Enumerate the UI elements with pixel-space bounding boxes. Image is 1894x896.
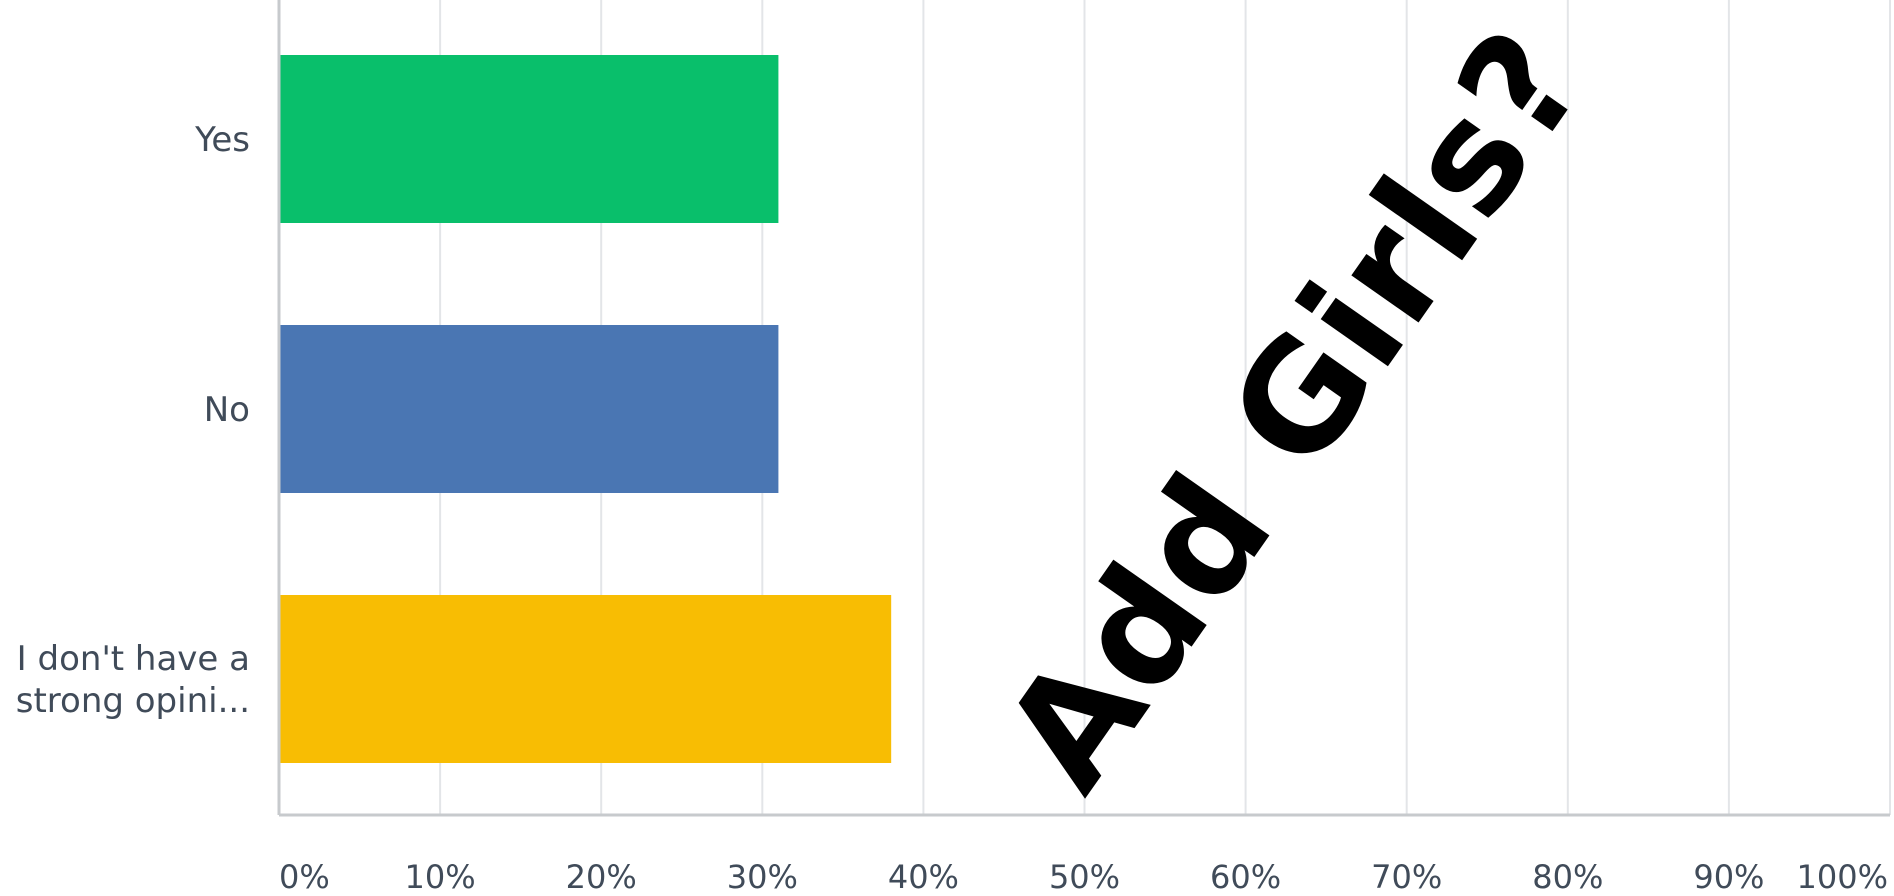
bar-0 [279,55,779,223]
x-tick-label-90: 90% [1693,858,1764,896]
category-label-2-0: I don't have a [17,639,250,679]
x-tick-label-20: 20% [566,858,637,896]
x-tick-label-80: 80% [1532,858,1603,896]
x-tick-label-30: 30% [727,858,798,896]
bar-2 [279,595,892,763]
axis-layer [277,0,1890,817]
x-tick-label-60: 60% [1210,858,1281,896]
category-label-1-0: No [204,390,250,430]
x-tick-label-0: 0% [279,858,330,896]
category-label-2-1: strong opini... [16,681,250,721]
x-tick-label-40: 40% [888,858,959,896]
x-tick-label-100: 100% [1797,858,1888,896]
category-label-0-0: Yes [194,120,250,160]
x-tick-label-70: 70% [1371,858,1442,896]
bar-1 [279,325,779,493]
bars-layer [279,55,892,763]
x-tick-label-10: 10% [405,858,476,896]
x-tick-label-50: 50% [1049,858,1120,896]
